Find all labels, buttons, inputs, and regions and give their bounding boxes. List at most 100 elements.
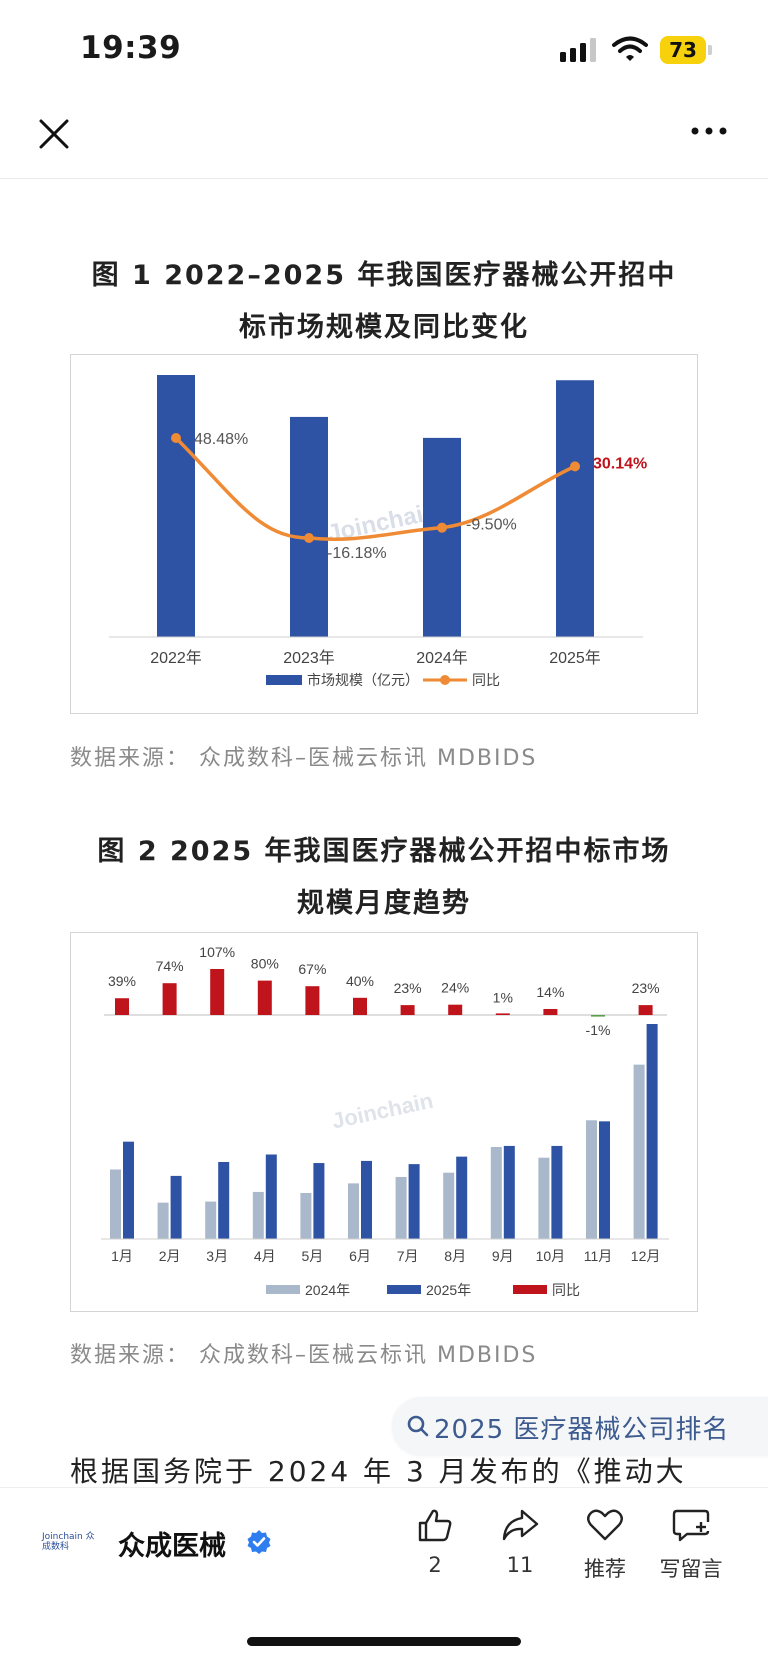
x-tick-label: 4月 [254, 1248, 276, 1264]
x-tick-label: 2025年 [549, 649, 601, 667]
search-suggestion[interactable]: 2025 医疗器械公司排名 [392, 1397, 768, 1455]
bar-2025-4月 [265, 1154, 277, 1239]
bar-2025-11月 [599, 1121, 610, 1239]
legend-swatch-bar [266, 675, 302, 685]
bar-2023年 [290, 416, 328, 637]
legend-swatch-0 [266, 1285, 300, 1294]
figure2-title-line1: 图 2 2025 年我国医疗器械公开招中标市场 [97, 836, 671, 867]
bar-2025-2月 [170, 1175, 182, 1239]
bar-2025-1月 [123, 1141, 134, 1239]
yoy-point-2025年 [570, 461, 580, 472]
yoy-bar-4月 [257, 980, 272, 1015]
x-tick-label: 10月 [536, 1248, 566, 1264]
bar-2024-4月 [252, 1191, 264, 1239]
nav-divider [0, 178, 768, 179]
share-count: 11 [506, 1553, 534, 1577]
yoy-point-2023年 [304, 533, 314, 543]
yoy-label-2025年: 30.14% [593, 455, 647, 472]
share-arrow-icon [502, 1509, 539, 1541]
battery-level: 73 [669, 38, 697, 62]
bar-2024-7月 [395, 1176, 407, 1239]
legend-label-bar: 市场规模（亿元） [307, 672, 419, 688]
bar-2024-9月 [490, 1147, 502, 1239]
comment-add-icon [672, 1509, 710, 1542]
recommend-label: 推荐 [584, 1557, 626, 1581]
x-tick-label: 11月 [584, 1248, 613, 1264]
x-tick-label: 12月 [631, 1248, 661, 1264]
bar-2025-6月 [361, 1160, 372, 1239]
x-tick-label: 2023年 [283, 649, 335, 667]
figure1-title-line1: 图 1 2022–2025 年我国医疗器械公开招中 [91, 260, 677, 291]
like-button[interactable]: 2 [400, 1505, 470, 1577]
yoy-bar-6月 [353, 997, 367, 1015]
close-icon[interactable] [38, 118, 70, 150]
yoy-bar-12月 [638, 1005, 653, 1015]
wifi-icon [612, 36, 648, 61]
figure2-chart: Joinchain 39% 1月 74% 2月 107% 3月 80% 4月 67% 5月 40% 6月… [70, 932, 698, 1312]
x-tick-label: 6月 [349, 1248, 371, 1264]
bar-2024-6月 [348, 1183, 359, 1239]
article-body-text: 根据国务院于 2024 年 3 月发布的《推动大 [70, 1455, 687, 1488]
account-logo[interactable]: Joinchain 众成数科 [42, 1532, 95, 1552]
legend-label-line: 同比 [472, 672, 500, 688]
bar-2024-10月 [538, 1157, 550, 1239]
share-button[interactable]: 11 [485, 1505, 555, 1577]
yoy-label-3月: 107% [199, 944, 235, 960]
bar-2024-11月 [586, 1120, 597, 1239]
x-tick-label: 2月 [159, 1248, 181, 1264]
yoy-bar-9月 [495, 1013, 510, 1015]
more-options-icon[interactable] [690, 126, 728, 136]
figure1-title-line2: 标市场规模及同比变化 [239, 312, 529, 343]
x-tick-label: 2022年 [150, 649, 202, 667]
bar-2025-10月 [551, 1145, 563, 1239]
comment-button[interactable]: 写留言 [655, 1505, 727, 1583]
yoy-label-8月: 24% [441, 980, 469, 996]
bar-2025-9月 [503, 1145, 515, 1239]
yoy-bar-1月 [115, 998, 129, 1015]
yoy-label-9月: 1% [493, 990, 513, 1006]
yoy-bar-8月 [448, 1004, 463, 1015]
yoy-bar-7月 [400, 1005, 415, 1015]
bar-2024-12月 [633, 1064, 645, 1239]
yoy-label-5月: 67% [298, 961, 326, 977]
yoy-label-7月: 23% [394, 980, 422, 996]
figure2-title-line2: 规模月度趋势 [297, 888, 471, 919]
account-name[interactable]: 众成医械 [118, 1531, 226, 1562]
yoy-line [174, 436, 577, 541]
figure1-title: 图 1 2022–2025 年我国医疗器械公开招中 标市场规模及同比变化 [60, 250, 708, 354]
bar-2024-8月 [443, 1172, 455, 1239]
legend-label-2: 同比 [552, 1282, 580, 1298]
bar-2024-5月 [300, 1193, 312, 1239]
legend-swatch-point [440, 675, 450, 685]
yoy-label-2022年: 48.48% [194, 431, 248, 448]
watermark: Joinchain [330, 1088, 436, 1134]
yoy-point-2022年 [171, 433, 181, 443]
yoy-bar-11月 [591, 1015, 605, 1017]
figure1-chart: Joinchain 48.48% -16.18% -9.50% 30.14% 2022年 2… [70, 354, 698, 714]
x-tick-label: 7月 [397, 1248, 419, 1264]
yoy-label-1月: 39% [108, 973, 136, 989]
verified-badge-icon [247, 1530, 271, 1554]
recommend-button[interactable]: 推荐 [570, 1505, 640, 1583]
bar-2024-1月 [110, 1169, 121, 1239]
yoy-label-10月: 14% [536, 984, 564, 1000]
like-count: 2 [428, 1553, 442, 1577]
bar-2024-3月 [205, 1201, 217, 1239]
bar-2025-7月 [408, 1164, 420, 1239]
yoy-label-2月: 74% [156, 958, 184, 974]
x-tick-label: 8月 [444, 1248, 466, 1264]
x-tick-label: 1月 [111, 1248, 133, 1264]
yoy-bar-5月 [305, 986, 320, 1015]
home-indicator [247, 1637, 521, 1646]
legend-label-0: 2024年 [305, 1282, 350, 1298]
bar-2025-3月 [218, 1161, 230, 1239]
bar-2025年 [556, 380, 594, 637]
yoy-label-2024年: -9.50% [466, 517, 517, 534]
bar-2024年 [423, 437, 461, 637]
comment-label: 写留言 [659, 1557, 723, 1581]
bar-2025-5月 [313, 1163, 325, 1239]
bar-2025-12月 [646, 1024, 658, 1239]
status-time: 19:39 [80, 30, 182, 66]
x-tick-label: 2024年 [416, 649, 468, 667]
